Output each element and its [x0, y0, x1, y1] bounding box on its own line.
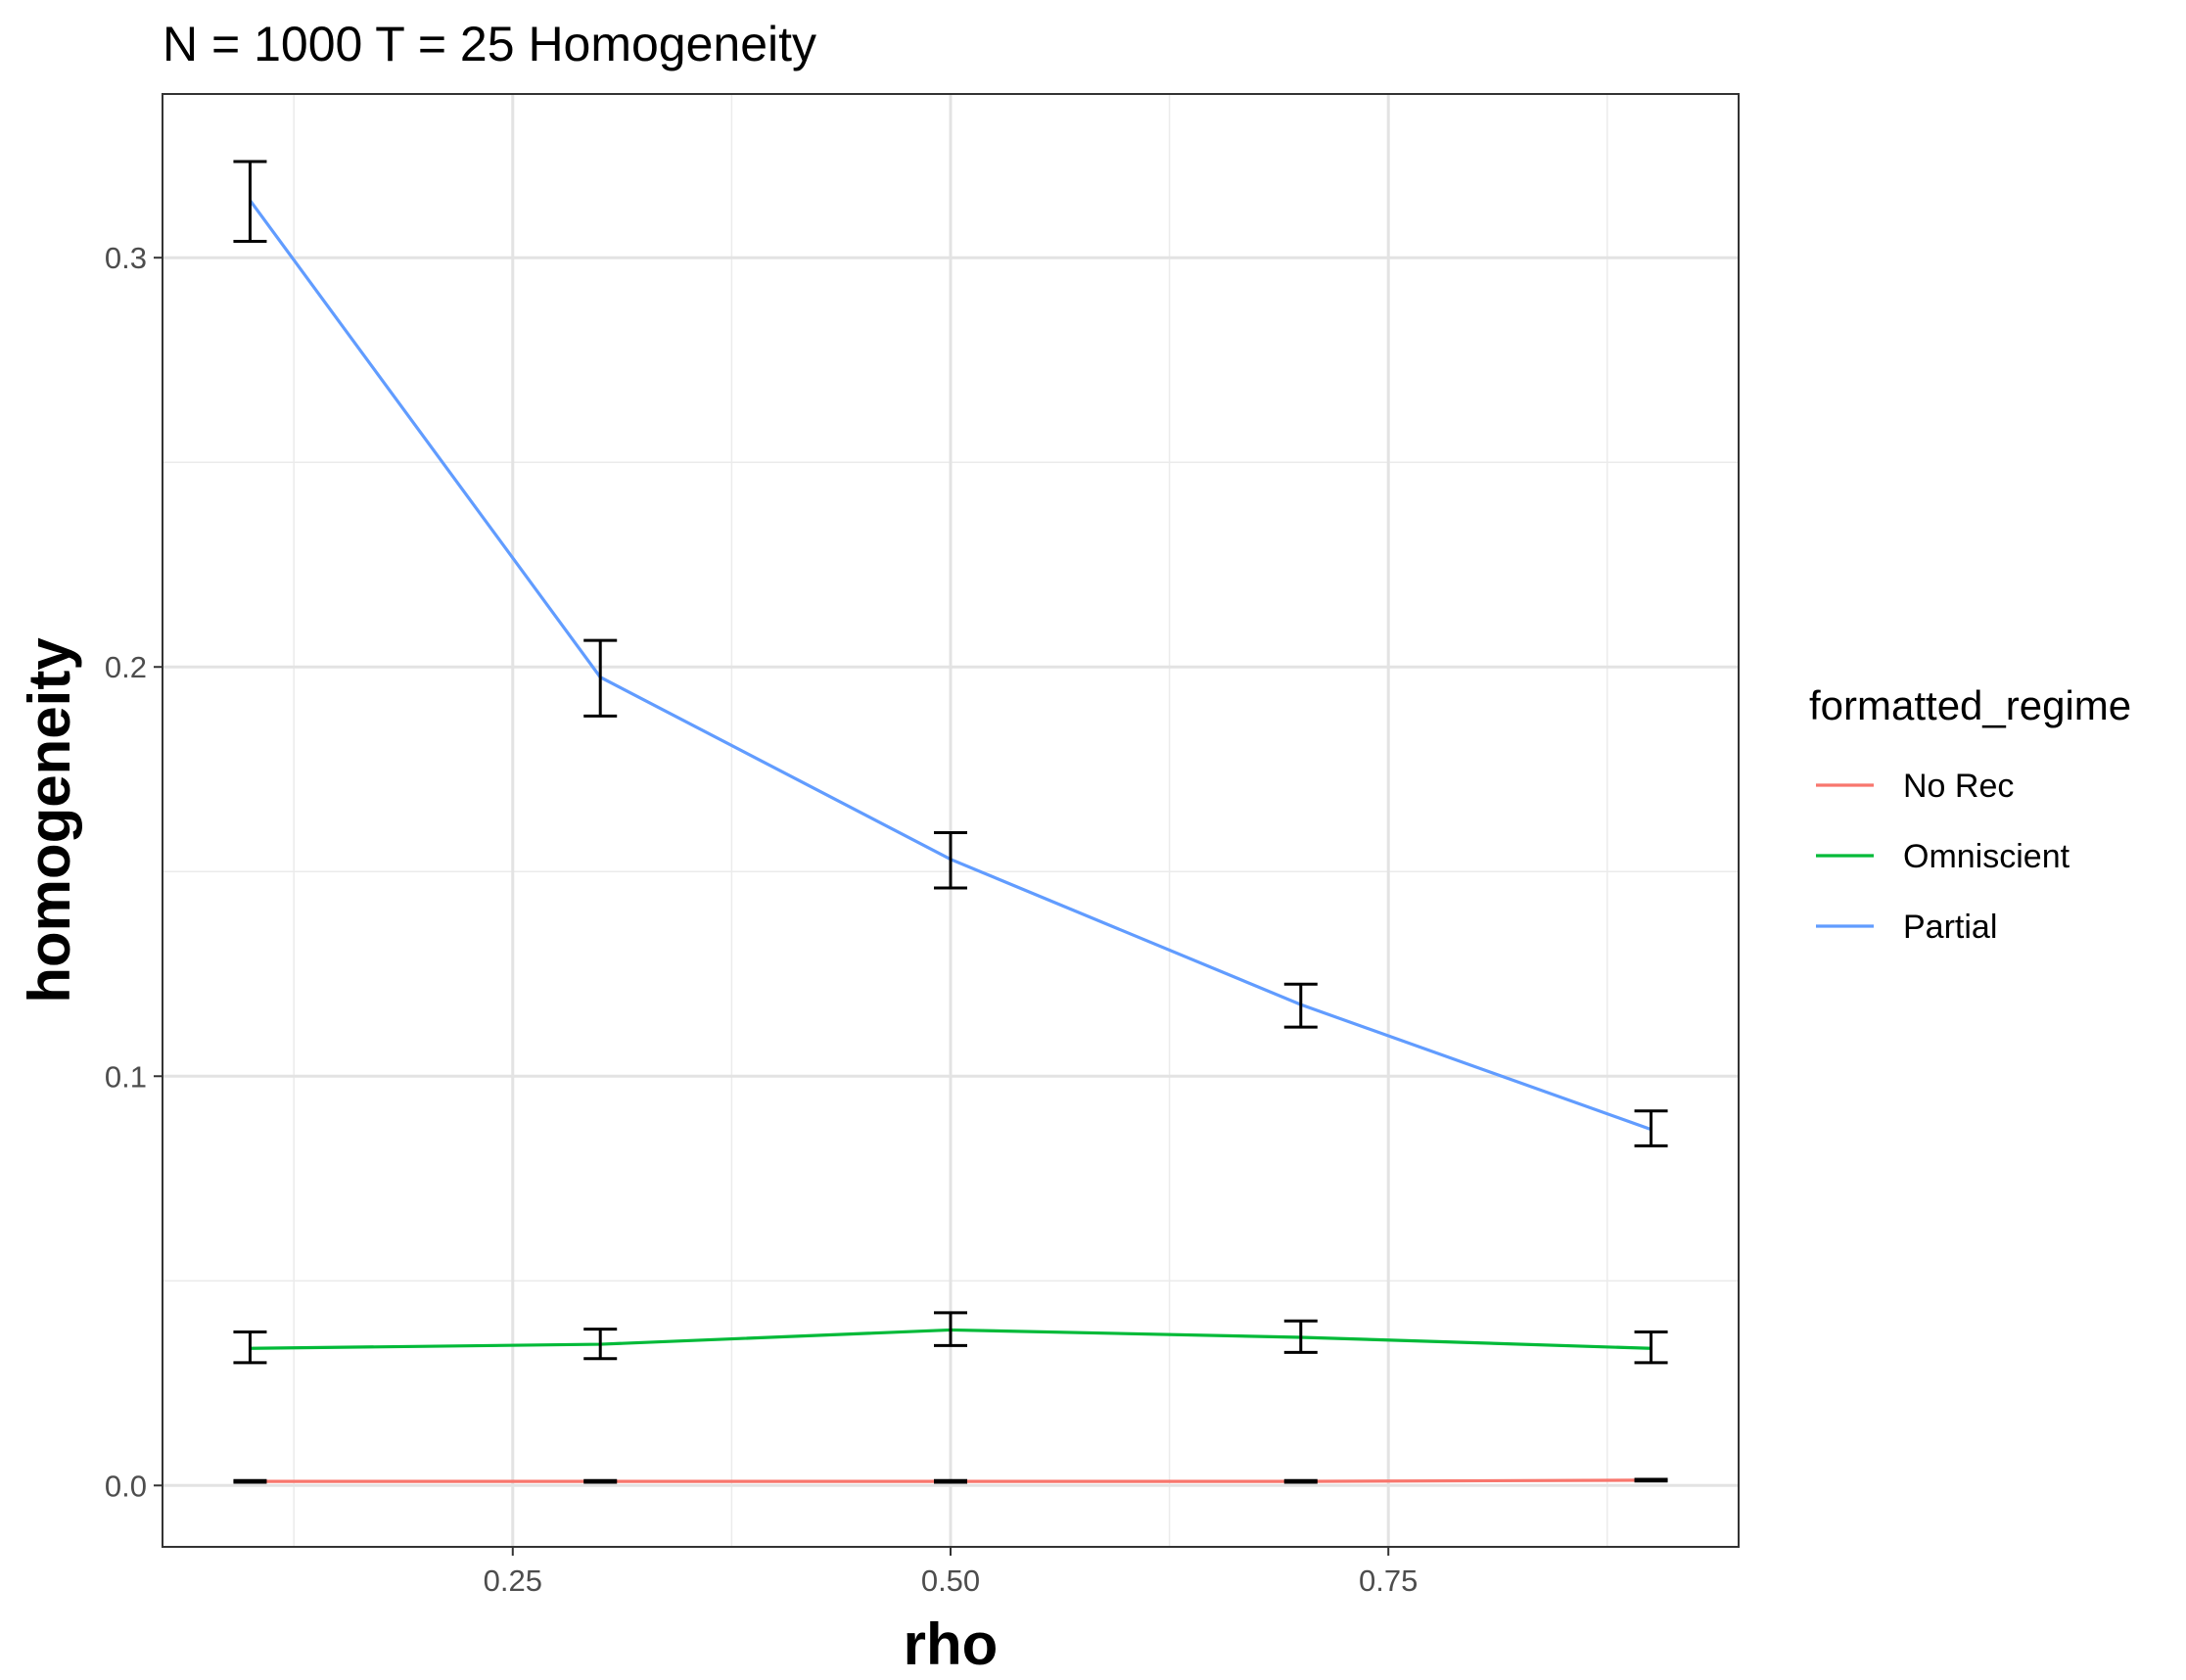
error-bar-no-rec [1634, 1477, 1668, 1483]
legend-label: No Rec [1903, 768, 2014, 805]
y-tick-label: 0.0 [105, 1469, 147, 1503]
legend-label: Partial [1903, 909, 1997, 946]
error-bar-no-rec [583, 1478, 618, 1484]
x-tick-label: 0.25 [484, 1563, 542, 1598]
legend-items: No Rec Omniscient Partial [1816, 768, 2070, 946]
y-axis-title: homogeneity [17, 637, 82, 1003]
y-tick-label: 0.2 [105, 650, 147, 684]
error-bar-no-rec [934, 1478, 967, 1484]
error-bar-no-rec [233, 1478, 267, 1484]
x-tick-label: 0.75 [1359, 1563, 1418, 1598]
error-bar-omniscient [233, 1330, 267, 1365]
legend: formatted_regime No Rec Omniscient Partial [1809, 682, 2131, 946]
y-tick-label: 0.3 [105, 241, 147, 275]
error-bar-partial [1634, 1109, 1668, 1147]
error-bar-partial [1283, 982, 1318, 1029]
legend-item: Omniscient [1816, 838, 2070, 875]
error-bar-no-rec [1283, 1478, 1318, 1484]
legend-item: Partial [1816, 909, 1997, 946]
y-tick-label: 0.1 [105, 1059, 147, 1094]
error-bar-omniscient [583, 1328, 618, 1361]
legend-label: Omniscient [1903, 838, 2070, 875]
error-bar-partial [233, 160, 267, 243]
x-axis-title: rho [904, 1611, 999, 1677]
error-bar-partial [934, 831, 967, 890]
error-bar-partial [583, 638, 618, 718]
error-bar-omniscient [934, 1311, 967, 1347]
legend-title: formatted_regime [1809, 682, 2131, 728]
error-bars [233, 160, 1668, 1484]
axis-ticks: 0.25 0.50 0.75 0.0 0.1 0.2 0.3 [105, 241, 1419, 1598]
legend-item: No Rec [1816, 768, 2014, 805]
error-bar-omniscient [1283, 1319, 1318, 1354]
chart-title: N = 1000 T = 25 Homogeneity [163, 17, 816, 71]
error-bar-omniscient [1634, 1330, 1668, 1365]
x-tick-label: 0.50 [921, 1563, 980, 1598]
